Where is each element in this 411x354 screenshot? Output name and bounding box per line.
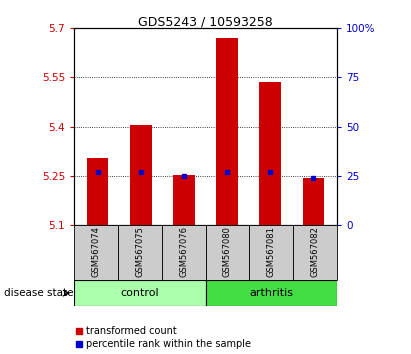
Text: GSM567075: GSM567075 [135, 227, 144, 277]
Text: GSM567074: GSM567074 [91, 227, 100, 277]
Bar [249, 225, 293, 280]
Bar [259, 82, 281, 225]
Text: GDS5243 / 10593258: GDS5243 / 10593258 [138, 16, 273, 29]
Bar [173, 175, 195, 225]
Bar [74, 225, 118, 280]
Bar [206, 225, 249, 280]
Bar [118, 225, 162, 280]
Text: GSM567076: GSM567076 [179, 227, 188, 278]
Bar [216, 38, 238, 225]
Text: GSM567080: GSM567080 [223, 227, 232, 277]
Text: GSM567081: GSM567081 [267, 227, 276, 277]
Text: disease state: disease state [4, 288, 74, 298]
Text: control: control [120, 288, 159, 298]
Bar [293, 225, 337, 280]
Bar [302, 178, 324, 225]
Text: arthritis: arthritis [249, 288, 293, 298]
Bar [162, 225, 206, 280]
Bar [206, 280, 337, 306]
Bar [87, 158, 109, 225]
Text: GSM567082: GSM567082 [311, 227, 320, 277]
Legend: transformed count, percentile rank within the sample: transformed count, percentile rank withi… [75, 326, 252, 349]
Bar [130, 125, 152, 225]
Bar [74, 280, 206, 306]
